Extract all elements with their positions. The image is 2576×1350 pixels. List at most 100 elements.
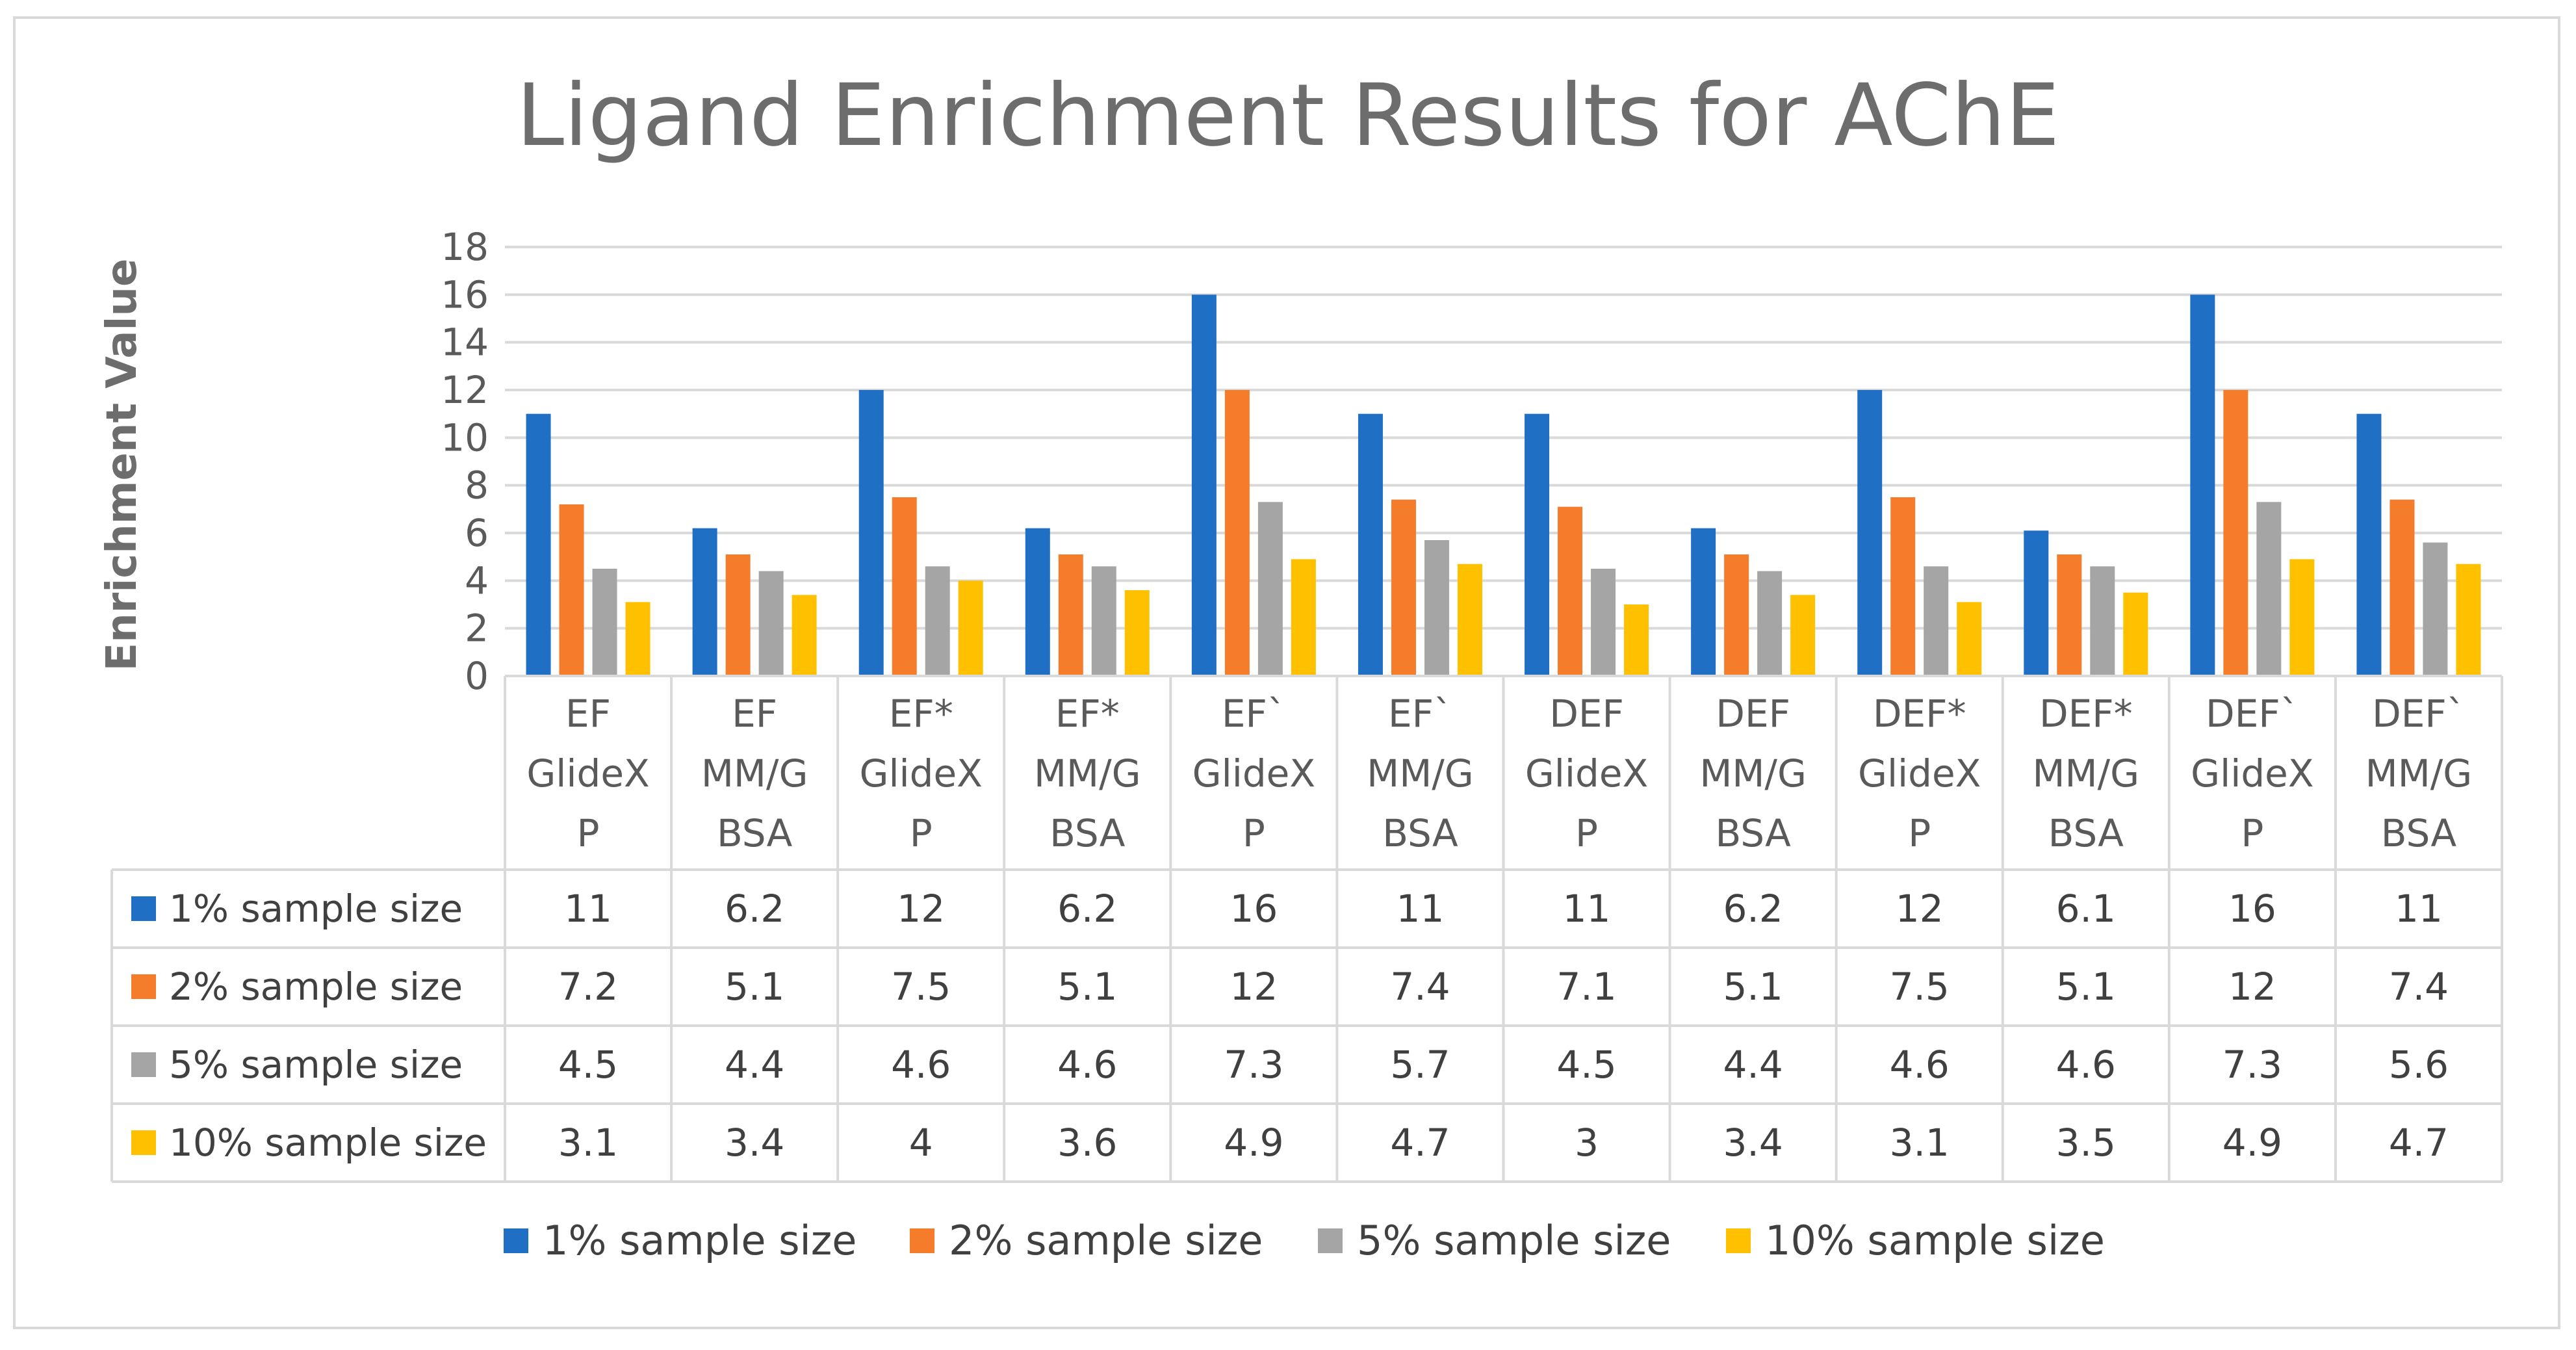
category-label: BSA bbox=[717, 811, 793, 855]
category-label: MM/G bbox=[2033, 751, 2140, 796]
category-label: MM/G bbox=[1034, 751, 1141, 796]
data-label: 4.6 bbox=[1057, 1043, 1117, 1087]
table-row-label: 1% sample size bbox=[169, 887, 463, 931]
data-label: 11 bbox=[1563, 887, 1611, 931]
bar bbox=[1191, 294, 1217, 676]
data-label: 7.4 bbox=[2389, 965, 2449, 1009]
category-label: GlideX bbox=[860, 751, 983, 796]
bar bbox=[792, 595, 817, 676]
category-label: DEF bbox=[1716, 692, 1790, 736]
category-label: BSA bbox=[1382, 811, 1458, 855]
category-label: DEF` bbox=[2206, 692, 2299, 736]
bar bbox=[925, 566, 950, 676]
data-label: 4.6 bbox=[891, 1043, 951, 1087]
data-label: 6.2 bbox=[1057, 887, 1117, 931]
data-label: 7.1 bbox=[1556, 965, 1616, 1009]
category-label: GlideX bbox=[1858, 751, 1981, 796]
legend-label: 1% sample size bbox=[543, 1217, 857, 1264]
data-label: 4 bbox=[909, 1121, 933, 1165]
bar bbox=[2123, 592, 2148, 676]
category-label: GlideX bbox=[2191, 751, 2313, 796]
data-label: 7.3 bbox=[2222, 1043, 2282, 1087]
data-label: 4.7 bbox=[1390, 1121, 1450, 1165]
category-label: EF` bbox=[1222, 692, 1286, 736]
category-label: GlideX bbox=[1525, 751, 1648, 796]
bar bbox=[1091, 566, 1116, 676]
category-label: P bbox=[1243, 811, 1265, 855]
chart-title: Ligand Enrichment Results for AChE bbox=[516, 66, 2060, 166]
data-label: 5.1 bbox=[725, 965, 784, 1009]
data-label: 7.5 bbox=[1890, 965, 1950, 1009]
data-label: 4.4 bbox=[725, 1043, 784, 1087]
legend-label: 10% sample size bbox=[1765, 1217, 2105, 1264]
data-label: 11 bbox=[564, 887, 612, 931]
bar bbox=[1291, 559, 1316, 676]
bar bbox=[1790, 595, 1816, 676]
legend-swatch bbox=[1726, 1228, 1751, 1253]
bar bbox=[1558, 506, 1583, 676]
bar bbox=[1724, 554, 1749, 676]
data-label: 7.2 bbox=[558, 965, 618, 1009]
bar bbox=[1257, 502, 1283, 676]
table-row-label: 2% sample size bbox=[169, 965, 463, 1009]
table-legend-key bbox=[131, 974, 156, 999]
category-label: DEF bbox=[1549, 692, 1624, 736]
bar bbox=[2389, 499, 2415, 676]
category-label: DEF` bbox=[2372, 692, 2466, 736]
legend-swatch bbox=[1318, 1228, 1343, 1253]
bar bbox=[1591, 569, 1616, 676]
bar bbox=[1924, 566, 1949, 676]
data-label: 4.9 bbox=[2222, 1121, 2282, 1165]
data-label: 12 bbox=[1230, 965, 1278, 1009]
bar bbox=[2057, 554, 2082, 676]
data-label: 5.7 bbox=[1390, 1043, 1450, 1087]
data-label: 4.5 bbox=[1556, 1043, 1616, 1087]
data-label: 3.5 bbox=[2056, 1121, 2116, 1165]
bar bbox=[2190, 294, 2215, 676]
data-label: 5.1 bbox=[1723, 965, 1783, 1009]
data-label: 12 bbox=[2228, 965, 2276, 1009]
category-label: BSA bbox=[2048, 811, 2124, 855]
category-label: GlideX bbox=[1192, 751, 1315, 796]
data-label: 4.6 bbox=[1890, 1043, 1950, 1087]
bar bbox=[1358, 413, 1383, 676]
bar bbox=[2356, 413, 2382, 676]
data-label: 4.7 bbox=[2389, 1121, 2449, 1165]
data-label: 4.5 bbox=[558, 1043, 618, 1087]
bar bbox=[1058, 554, 1083, 676]
y-tick-label: 4 bbox=[465, 558, 489, 603]
bar bbox=[1857, 390, 1883, 676]
y-tick-label: 6 bbox=[465, 511, 489, 555]
bar bbox=[1224, 390, 1250, 676]
table-legend-key bbox=[131, 896, 156, 921]
y-tick-label: 16 bbox=[441, 272, 489, 317]
category-label: P bbox=[577, 811, 600, 855]
legend-swatch bbox=[504, 1228, 528, 1253]
category-label: BSA bbox=[2381, 811, 2457, 855]
legend-label: 5% sample size bbox=[1357, 1217, 1671, 1264]
category-label: P bbox=[910, 811, 933, 855]
data-label: 6.2 bbox=[725, 887, 784, 931]
bar bbox=[2024, 530, 2049, 676]
bar bbox=[1691, 528, 1716, 676]
data-label: 3.4 bbox=[725, 1121, 784, 1165]
y-tick-label: 0 bbox=[465, 654, 489, 698]
bar bbox=[1957, 602, 1982, 676]
data-label: 5.1 bbox=[1057, 965, 1117, 1009]
bar bbox=[2223, 390, 2248, 676]
data-label: 3.6 bbox=[1057, 1121, 1117, 1165]
data-label: 12 bbox=[897, 887, 945, 931]
y-tick-label: 18 bbox=[441, 225, 489, 269]
y-tick-label: 10 bbox=[441, 415, 489, 460]
data-label: 3.1 bbox=[558, 1121, 618, 1165]
data-label: 3.4 bbox=[1723, 1121, 1783, 1165]
category-label: P bbox=[1908, 811, 1931, 855]
category-label: BSA bbox=[1715, 811, 1791, 855]
y-tick-label: 2 bbox=[465, 606, 489, 651]
table-row-label: 10% sample size bbox=[169, 1121, 487, 1165]
data-label: 4.6 bbox=[2056, 1043, 2116, 1087]
category-label: MM/G bbox=[701, 751, 808, 796]
category-label: EF* bbox=[1055, 692, 1120, 736]
category-label: DEF* bbox=[1873, 692, 1966, 736]
